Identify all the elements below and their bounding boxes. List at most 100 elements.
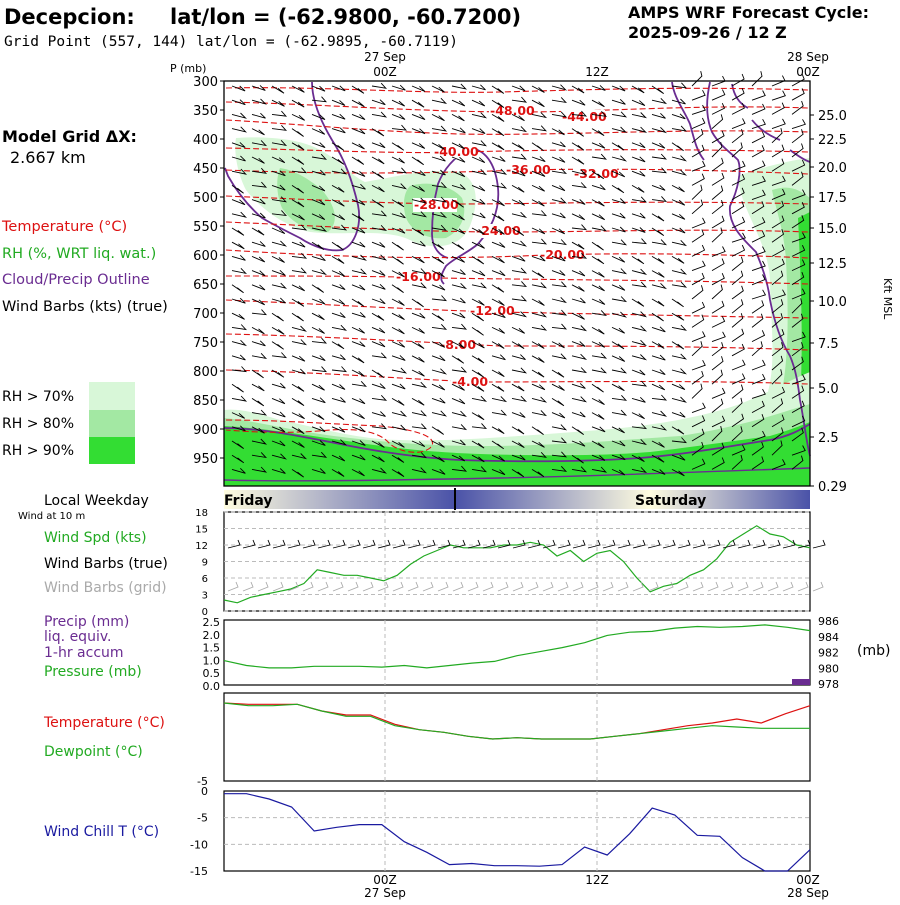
wind-barb-grid [722, 581, 734, 592]
wind-barb [651, 383, 666, 391]
wind-barb [611, 468, 626, 476]
wind-barb [411, 99, 425, 108]
wind-barb [471, 241, 485, 249]
wind-barb [691, 272, 705, 286]
wind-barb [531, 156, 546, 163]
y-tick-label: 800 [193, 365, 218, 380]
wind-barb [651, 354, 666, 361]
wind-barb [691, 370, 704, 385]
wind-barb [551, 383, 565, 391]
wind-barb [231, 366, 248, 373]
wind-barb [371, 423, 388, 430]
wind-barb [511, 367, 528, 374]
wind-barb [331, 383, 346, 390]
wind-barb [491, 354, 506, 361]
wind-barb [291, 224, 308, 231]
wind-barb [651, 97, 668, 105]
wind-barb [531, 410, 548, 417]
wind-barb [371, 224, 388, 231]
wind-barb [271, 382, 286, 389]
wind-barb-grid [767, 581, 779, 592]
wind-barb [791, 445, 806, 456]
wind-at-label: Wind at 10 m [18, 511, 85, 522]
wind-barb [411, 256, 425, 264]
wind-barb [451, 199, 464, 208]
wind-barb [551, 296, 568, 304]
wind-barb [691, 428, 705, 442]
wind-barb [631, 466, 648, 474]
wind-barb [791, 74, 805, 87]
wind-barb [531, 341, 545, 349]
wind-barb [531, 298, 545, 306]
wind-barb [431, 270, 445, 278]
y-tick-label-right: 10.0 [818, 295, 847, 310]
wind-barb [711, 227, 723, 243]
wind-barb [251, 298, 265, 306]
wind-barb [711, 369, 723, 385]
wind-barb [251, 167, 268, 174]
wind-barb [371, 326, 386, 334]
wind-barb [511, 185, 525, 193]
wind-barb [791, 159, 806, 172]
wind-barb [791, 259, 806, 272]
wind-barb-true [602, 539, 616, 549]
wind-barb [791, 129, 804, 144]
wind-barb [751, 289, 767, 300]
wind-barb [691, 441, 704, 456]
panel-frame [223, 511, 811, 612]
wind-barb [531, 142, 544, 152]
rh-legend: RH > 70% RH > 80% RH > 90% [2, 382, 135, 464]
wind-barb [271, 196, 287, 203]
wind-barb [371, 128, 385, 137]
wind-barb [751, 131, 766, 144]
wind-barb-true [722, 539, 736, 549]
wind-barb [591, 383, 604, 393]
legend-wind-barbs: Wind Barbs (kts) (true) [2, 299, 168, 315]
wind-barb-true [572, 539, 586, 549]
wind-barb [391, 383, 406, 390]
station-latlon: lat/lon = (-62.9800, -60.7200) [170, 5, 521, 29]
wind-barb [451, 114, 465, 122]
wind-barb [751, 441, 764, 456]
wind-barb [311, 255, 326, 262]
wind-barb [731, 128, 744, 144]
wind-barb [611, 170, 626, 178]
wind-barb [691, 117, 706, 130]
wind-barb [491, 241, 506, 248]
wind-barb [551, 424, 568, 431]
wind-barb [411, 85, 426, 92]
cloud-outline-3 [671, 81, 811, 457]
wind-barb-grid [557, 581, 569, 592]
wind-barb [631, 380, 648, 387]
wind-barb [671, 184, 685, 193]
wind-barb-true [797, 539, 811, 549]
wind-barb-grid [332, 581, 344, 592]
temp-label: -28.00 [414, 197, 459, 212]
wind-barb [771, 229, 785, 243]
wind-barb [791, 143, 804, 158]
wind-barb [271, 426, 286, 433]
wind-barb [431, 169, 446, 176]
wind-barb [311, 96, 328, 103]
wind-barb [531, 311, 548, 318]
wind-barb [771, 313, 784, 328]
wind-barb [531, 199, 545, 207]
wind-barb-true [497, 539, 511, 549]
wind-barb [471, 369, 485, 378]
wind-barb [511, 227, 525, 236]
y-tick-label: 1.5 [203, 642, 221, 655]
wind-barb [371, 394, 388, 401]
wind-barb-grid [257, 581, 269, 592]
wind-barb-grid [617, 581, 629, 592]
wind-barb [651, 312, 664, 322]
wind-barb [731, 397, 743, 413]
wind-barb [671, 383, 686, 391]
y-tick-label-right: 12.5 [818, 257, 847, 272]
wind-barb-grid [662, 581, 674, 592]
wind-barb [371, 352, 388, 359]
wind-barb [571, 99, 586, 106]
wind-barb [471, 440, 485, 449]
wind-barb [311, 199, 326, 206]
wind-barb [531, 369, 545, 378]
wind-barb [351, 369, 365, 377]
